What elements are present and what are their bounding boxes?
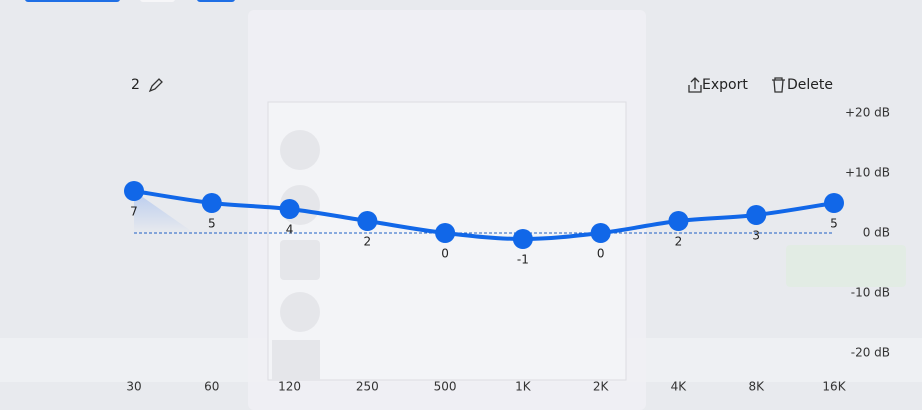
eq-handle[interactable] <box>590 223 611 243</box>
value-label: 5 <box>830 217 838 231</box>
x-tick-label: 16K <box>822 380 846 394</box>
value-label: 2 <box>364 235 372 249</box>
x-tick-label: 30 <box>126 380 141 394</box>
value-label: 7 <box>130 205 138 219</box>
blurred-icon <box>280 292 320 332</box>
value-label: 0 <box>441 247 449 261</box>
x-tick-label: 4K <box>671 380 688 394</box>
x-tick-label: 250 <box>356 380 379 394</box>
x-tick-label: 8K <box>748 380 765 394</box>
eq-handle[interactable] <box>357 211 378 231</box>
value-label: 3 <box>752 229 760 243</box>
value-label: 2 <box>675 235 683 249</box>
blurred-button <box>786 245 906 287</box>
export-button[interactable]: Export <box>702 77 748 93</box>
y-tick-label: +10 dB <box>845 166 890 180</box>
top-button <box>197 0 235 2</box>
x-tick-label: 500 <box>434 380 457 394</box>
edit-icon[interactable] <box>148 78 163 93</box>
y-tick-label: +20 dB <box>845 106 890 120</box>
y-tick-label: -20 dB <box>851 346 890 360</box>
x-tick-label: 120 <box>278 380 301 394</box>
eq-handle[interactable] <box>124 181 144 201</box>
export-icon[interactable] <box>688 77 702 93</box>
y-tick-label: -10 dB <box>851 286 890 300</box>
top-button <box>140 0 175 2</box>
eq-handle[interactable] <box>668 211 689 231</box>
eq-handle[interactable] <box>746 205 767 225</box>
eq-handle[interactable] <box>824 193 844 213</box>
blurred-icon <box>280 130 320 170</box>
x-tick-label: 1K <box>515 380 532 394</box>
value-label: 0 <box>597 247 605 261</box>
blurred-icon <box>272 340 320 380</box>
eq-handle[interactable] <box>201 193 222 213</box>
eq-curve <box>133 189 835 242</box>
top-button <box>25 0 120 2</box>
preset-name: 2 <box>131 77 140 93</box>
delete-icon[interactable] <box>772 77 785 93</box>
blurred-icon <box>280 240 320 280</box>
glow <box>134 191 194 233</box>
value-label: 4 <box>286 223 294 237</box>
x-tick-label: 60 <box>204 380 219 394</box>
value-label: 5 <box>208 217 216 231</box>
eq-handle[interactable] <box>279 199 300 219</box>
y-tick-label: 0 dB <box>863 226 890 240</box>
delete-button[interactable]: Delete <box>787 77 833 93</box>
eq-handle[interactable] <box>512 229 533 249</box>
value-label: -1 <box>517 253 529 267</box>
eq-handle[interactable] <box>435 223 456 243</box>
blurred-rows <box>272 130 320 380</box>
x-tick-label: 2K <box>593 380 610 394</box>
